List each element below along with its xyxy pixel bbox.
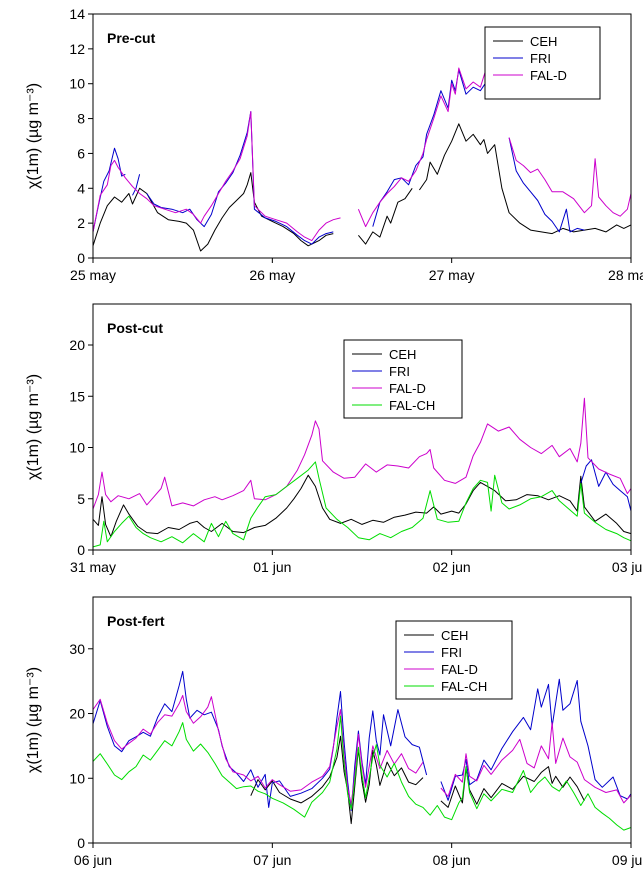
series-line-fri-1 (92, 670, 428, 812)
x-tick-label: 31 may (70, 559, 116, 575)
x-tick-label: 26 may (249, 267, 295, 283)
series-line-ceh-2 (358, 188, 413, 245)
x-tick-label: 08 jun (433, 852, 471, 868)
legend-label: CEH (530, 34, 557, 49)
y-tick-label: 0 (77, 250, 85, 266)
y-tick-label: 8 (77, 111, 85, 127)
y-tick-label: 15 (69, 388, 85, 404)
y-axis-label: χ(1m) (µg m⁻³) (25, 83, 42, 189)
y-tick-label: 12 (69, 41, 85, 57)
series-line-fri-4 (372, 69, 503, 227)
x-tick-label: 28 may (608, 267, 643, 283)
legend-label: CEH (389, 347, 416, 362)
y-axis-label: χ(1m) (µg m⁻³) (25, 374, 42, 480)
legend-label: FAL-D (530, 68, 567, 83)
series-line-ceh-1 (92, 474, 632, 538)
y-tick-label: 5 (77, 491, 85, 507)
series-line-fri-5 (508, 137, 585, 233)
y-tick-label: 0 (77, 835, 85, 851)
panel-title: Pre-cut (107, 30, 156, 46)
series-line-fal-d-1 (92, 397, 632, 510)
y-tick-label: 20 (69, 337, 85, 353)
x-tick-label: 25 may (70, 267, 116, 283)
series-line-fal-d-1 (92, 111, 341, 242)
y-tick-label: 20 (69, 706, 85, 722)
legend-label: FAL-CH (441, 679, 487, 694)
panel-title: Post-cut (107, 320, 163, 336)
x-tick-label: 01 jun (253, 559, 291, 575)
series-line-fri-3 (146, 111, 334, 245)
legend-label: FRI (389, 364, 410, 379)
legend: CEH FRI FAL-D FAL-CH (395, 620, 513, 700)
legend: CEH FRI FAL-D FAL-CH (343, 339, 463, 419)
y-tick-label: 4 (77, 180, 85, 196)
y-tick-label: 0 (77, 542, 85, 558)
chart-panel-2: 0 5 10 15 20 31 may 01 jun 02 jun 03 jun Post-cut… (25, 303, 643, 575)
series-line-fal-ch-1 (92, 461, 632, 548)
series-line-fal-d-1 (92, 694, 424, 805)
y-axis-label: χ(1m) (µg m⁻³) (25, 667, 42, 773)
x-tick-label: 02 jun (433, 559, 471, 575)
y-tick-label: 30 (69, 641, 85, 657)
y-tick-label: 10 (69, 770, 85, 786)
legend-label: FRI (441, 645, 462, 660)
legend: CEH FRI FAL-D (484, 26, 601, 100)
y-tick-label: 2 (77, 215, 85, 231)
legend-label: FRI (530, 51, 551, 66)
series-line-ceh-3 (418, 123, 632, 235)
y-tick-label: 10 (69, 76, 85, 92)
legend-label: CEH (441, 628, 468, 643)
legend-box (484, 26, 601, 100)
legend-label: FAL-D (389, 381, 426, 396)
plot-frame (92, 13, 632, 259)
series-line-fal-d-2 (440, 722, 632, 804)
series-line-fal-d-3 (508, 137, 632, 217)
legend-label: FAL-D (441, 662, 478, 677)
y-tick-label: 6 (77, 145, 85, 161)
series-line-fri-2 (132, 174, 141, 196)
y-tick-label: 10 (69, 440, 85, 456)
plot-frame (92, 596, 632, 844)
x-tick-label: 03 jun (612, 559, 643, 575)
legend-label: FAL-CH (389, 398, 435, 413)
chart-panel-3: 0 10 20 30 06 jun 07 jun 08 jun 09 jun Post-fert… (25, 596, 643, 868)
x-tick-label: 06 jun (74, 852, 112, 868)
series-line-fal-ch-1 (92, 715, 632, 831)
series-line-fal-d-2 (357, 64, 499, 228)
series-line-fri-2 (440, 678, 632, 801)
panel-title: Post-fert (107, 613, 165, 629)
y-tick-label: 14 (69, 6, 85, 22)
chart-panel-1: 0 2 4 6 8 10 12 14 25 may 26 may 27 may 28 may Pre-c… (25, 6, 643, 283)
series-line-fri-1 (92, 147, 126, 233)
x-tick-label: 27 may (429, 267, 475, 283)
plot-frame (92, 303, 632, 551)
series-line-ceh-1 (250, 735, 424, 825)
series-line-ceh-1 (92, 172, 334, 252)
x-tick-label: 07 jun (253, 852, 291, 868)
x-tick-label: 09 jun (612, 852, 643, 868)
